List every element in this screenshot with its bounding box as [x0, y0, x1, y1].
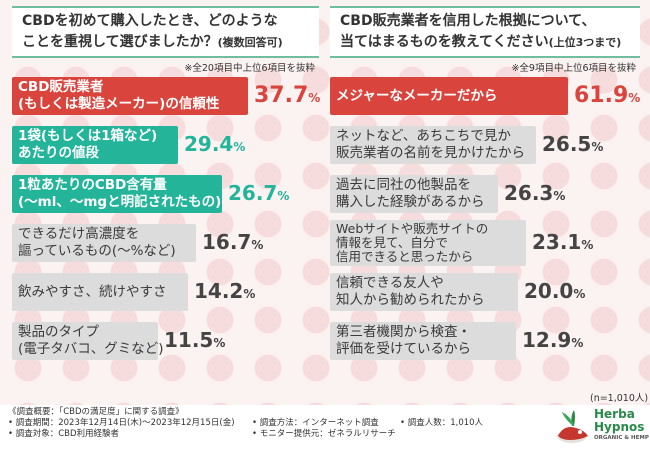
right-bar-2-label-line1: ネットなど、あちこちで見か [336, 128, 511, 144]
right-question-title: CBD販売業者を信用した根拠について、 当てはまるものを教えてください(上位3つ… [330, 6, 640, 58]
left-bar-5-label-line1: 飲みやすさ、続けやすさ [18, 283, 167, 300]
right-bar-5: 信頼できる友人や 知人から勧められたから [330, 273, 518, 311]
left-bar-1-value-number: 37.7 [254, 83, 309, 108]
left-bar-4-label-line2: 謳っているもの(〜%など) [18, 243, 176, 259]
left-bar-4: できるだけ高濃度を 謳っているもの(〜%など) [12, 224, 196, 262]
herba-hypnos-logo: Herba Hypnos ORGANIC & HEMP [550, 406, 649, 448]
left-bar-6-label-line2: (電子タバコ、グミなど) [18, 341, 164, 357]
left-bar-2: 1袋(もしくは1箱など) あたりの値段 [12, 126, 178, 164]
right-bar-4-label-line1: Webサイトや販売サイトの [336, 221, 489, 236]
right-bar-3-label-line2: 購入した経験があるから [336, 194, 485, 210]
logo-line2: Hypnos [594, 420, 645, 434]
left-bar-2-value: 29.4% [184, 132, 245, 156]
left-bar-1-value-unit: % [308, 91, 321, 105]
left-bar-6-value-number: 11.5 [164, 328, 214, 352]
left-bar-6-label-line1: 製品のタイプ [18, 324, 99, 340]
right-bar-2: ネットなど、あちこちで見か 販売業者の名前を見かけたから [330, 126, 536, 164]
left-bar-5: 飲みやすさ、続けやすさ [12, 273, 188, 311]
left-bar-1-value: 37.7% [254, 83, 320, 108]
right-bar-1-value: 61.9% [574, 83, 640, 108]
footer-count: • 調査人数：1,010人 [400, 418, 484, 428]
right-bar-4-value-unit: % [581, 238, 594, 252]
right-bar-4-label-line3: 信用できると思ったから [336, 249, 474, 264]
right-bar-6-value-number: 12.9 [522, 328, 572, 352]
footer-provider: • モニター提供元：ゼネラルリサーチ [252, 429, 396, 439]
right-bar-6-value: 12.9% [522, 328, 583, 352]
footer-summary-heading: 《調査概要：「CBDの満足度」に関する調査》 [8, 407, 184, 417]
left-bar-3-value: 26.7% [228, 181, 289, 205]
left-bar-1: CBD販売業者 (もしくは製造メーカー)の信頼性 [12, 77, 248, 115]
left-bar-5-value-unit: % [243, 287, 256, 301]
left-title-line2: ことを重視して選びましたか？(複数回答可) [22, 32, 311, 53]
left-bar-5-value-number: 14.2 [194, 279, 244, 303]
left-bar-6: 製品のタイプ (電子タバコ、グミなど) [12, 322, 164, 360]
left-bar-4-value-unit: % [251, 238, 264, 252]
right-title-text: 当てはまるものを教えてください [340, 34, 549, 50]
left-bar-3-value-number: 26.7 [228, 181, 278, 205]
right-bar-1-value-number: 61.9 [574, 83, 629, 108]
left-question-title: CBDを初めて購入したとき、どのような ことを重視して選びましたか？(複数回答可… [12, 6, 319, 58]
survey-footer: 《調査概要：「CBDの満足度」に関する調査》 • 調査期間：2023年12月14… [0, 405, 650, 450]
right-bar-5-value-unit: % [573, 287, 586, 301]
right-bar-2-value-number: 26.5 [542, 132, 592, 156]
right-bar-5-label-line1: 信頼できる友人や [336, 275, 444, 291]
right-bar-4: Webサイトや販売サイトの 情報を見て、自分で 信用できると思ったから [330, 220, 526, 266]
right-bar-2-value-unit: % [591, 140, 604, 154]
right-bar-3-value-unit: % [553, 189, 566, 203]
left-title-line1: CBDを初めて購入したとき、どのような [22, 13, 278, 29]
left-bar-3: 1粒あたりのCBD含有量 (〜ml、〜mgと明記されたもの) [12, 175, 222, 213]
left-bar-2-label-line1: 1袋(もしくは1箱など) [18, 128, 158, 144]
right-bar-6-label-line2: 評価を受けているから [336, 341, 471, 357]
footer-target: • 調査対象：CBD利用経験者 [8, 429, 120, 439]
right-bar-6-value-unit: % [571, 336, 584, 350]
left-bar-6-value: 11.5% [164, 328, 225, 352]
right-bar-5-label-line2: 知人から勧められたから [336, 292, 485, 308]
right-bar-4-value-number: 23.1 [532, 230, 582, 254]
left-subnote: ※全20項目中上位6項目を抜粋 [184, 63, 315, 74]
left-bar-1-label-line2: (もしくは製造メーカー)の信頼性 [18, 96, 220, 112]
left-survey-panel: CBDを初めて購入したとき、どのような ことを重視して選びましたか？(複数回答可… [12, 6, 320, 360]
right-bar-3-value-number: 26.3 [504, 181, 554, 205]
right-bar-5-value-number: 20.0 [524, 279, 574, 303]
left-bar-1-label-line1: CBD販売業者 [18, 79, 104, 95]
footer-period: • 調査期間：2023年12月14日(木)〜2023年12月15日(金) [8, 418, 235, 428]
left-title-note: (複数回答可) [217, 36, 283, 49]
left-bar-2-value-number: 29.4 [184, 132, 234, 156]
right-bar-2-value: 26.5% [542, 132, 603, 156]
right-bar-6: 第三者機関から検査・ 評価を受けているから [330, 322, 516, 360]
left-title-text: ことを重視して選びましたか？ [22, 34, 218, 50]
left-bar-5-value: 14.2% [194, 279, 255, 303]
right-survey-panel: CBD販売業者を信用した根拠について、 当てはまるものを教えてください(上位3つ… [330, 6, 640, 360]
left-bar-2-label-line2: あたりの値段 [18, 145, 99, 161]
right-subnote: ※全9項目中上位6項目を抜粋 [511, 63, 636, 74]
right-title-line2: 当てはまるものを教えてください(上位3つまで) [340, 32, 632, 53]
footer-method: • 調査方法：インターネット調査 [252, 418, 379, 428]
right-bar-2-label-line2: 販売業者の名前を見かけたから [336, 145, 525, 161]
logo-mark-icon [557, 410, 588, 443]
right-bar-3-label-line1: 過去に同社の他製品を [336, 177, 471, 193]
right-bar-4-value: 23.1% [532, 230, 593, 254]
right-bar-1-value-unit: % [628, 91, 641, 105]
left-bar-3-label-line2: (〜ml、〜mgと明記されたもの) [18, 194, 222, 210]
logo-line1: Herba [594, 407, 635, 421]
left-bar-3-value-unit: % [277, 189, 290, 203]
left-bar-2-value-unit: % [233, 140, 246, 154]
right-bar-1: メジャーなメーカーだから [330, 77, 568, 115]
right-bar-3: 過去に同社の他製品を 購入した経験があるから [330, 175, 498, 213]
right-bar-5-value: 20.0% [524, 279, 585, 303]
right-bar-1-label-line1: メジャーなメーカーだから [336, 87, 498, 104]
right-title-line1: CBD販売業者を信用した根拠について、 [340, 13, 596, 29]
logo-tagline: ORGANIC & HEMP [594, 435, 649, 441]
left-bar-4-value: 16.7% [202, 230, 263, 254]
left-bar-4-value-number: 16.7 [202, 230, 252, 254]
left-bar-3-label-line1: 1粒あたりのCBD含有量 [18, 177, 167, 193]
right-title-note: (上位3つまで) [548, 36, 622, 49]
sample-size-label: (n=1,010人) [590, 393, 649, 404]
left-bar-4-label-line1: できるだけ高濃度を [18, 226, 140, 242]
right-bar-6-label-line1: 第三者機関から検査・ [336, 324, 471, 340]
left-bar-6-value-unit: % [213, 336, 226, 350]
right-bar-3-value: 26.3% [504, 181, 565, 205]
right-bar-4-label-line2: 情報を見て、自分で [336, 235, 448, 250]
